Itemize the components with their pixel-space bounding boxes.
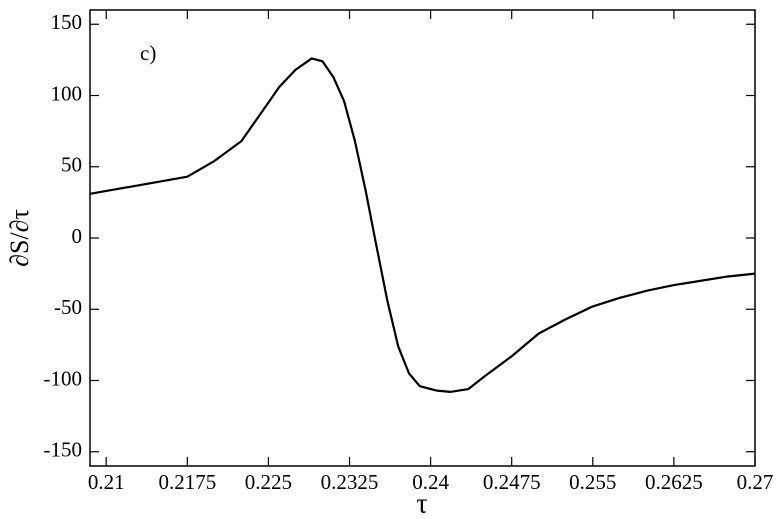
annotation: c) [140, 41, 156, 65]
x-tick-label: 0.225 [245, 470, 292, 494]
y-tick-label: 50 [61, 153, 82, 177]
y-tick-label: 100 [51, 81, 83, 105]
x-tick-label: 0.21 [88, 470, 125, 494]
y-axis-label: ∂S/∂τ [5, 209, 34, 267]
y-tick-label: -150 [44, 438, 83, 462]
y-tick-label: 150 [51, 10, 83, 34]
x-tick-label: 0.2325 [321, 470, 379, 494]
line [89, 57, 756, 393]
x-tick-label: 0.255 [569, 470, 616, 494]
plot-frame [89, 9, 756, 467]
y-tick-label: -50 [54, 295, 82, 319]
y-tick-label: -100 [44, 366, 83, 390]
x-tick-label: 0.24 [412, 470, 449, 494]
x-tick-label: 0.2625 [645, 470, 703, 494]
x-tick-label: 0.27 [737, 470, 774, 494]
x-tick-label: 0.2475 [483, 470, 541, 494]
x-tick-label: 0.2175 [158, 470, 216, 494]
x-axis-label: τ [416, 488, 427, 519]
y-tick-label: 0 [72, 224, 83, 248]
